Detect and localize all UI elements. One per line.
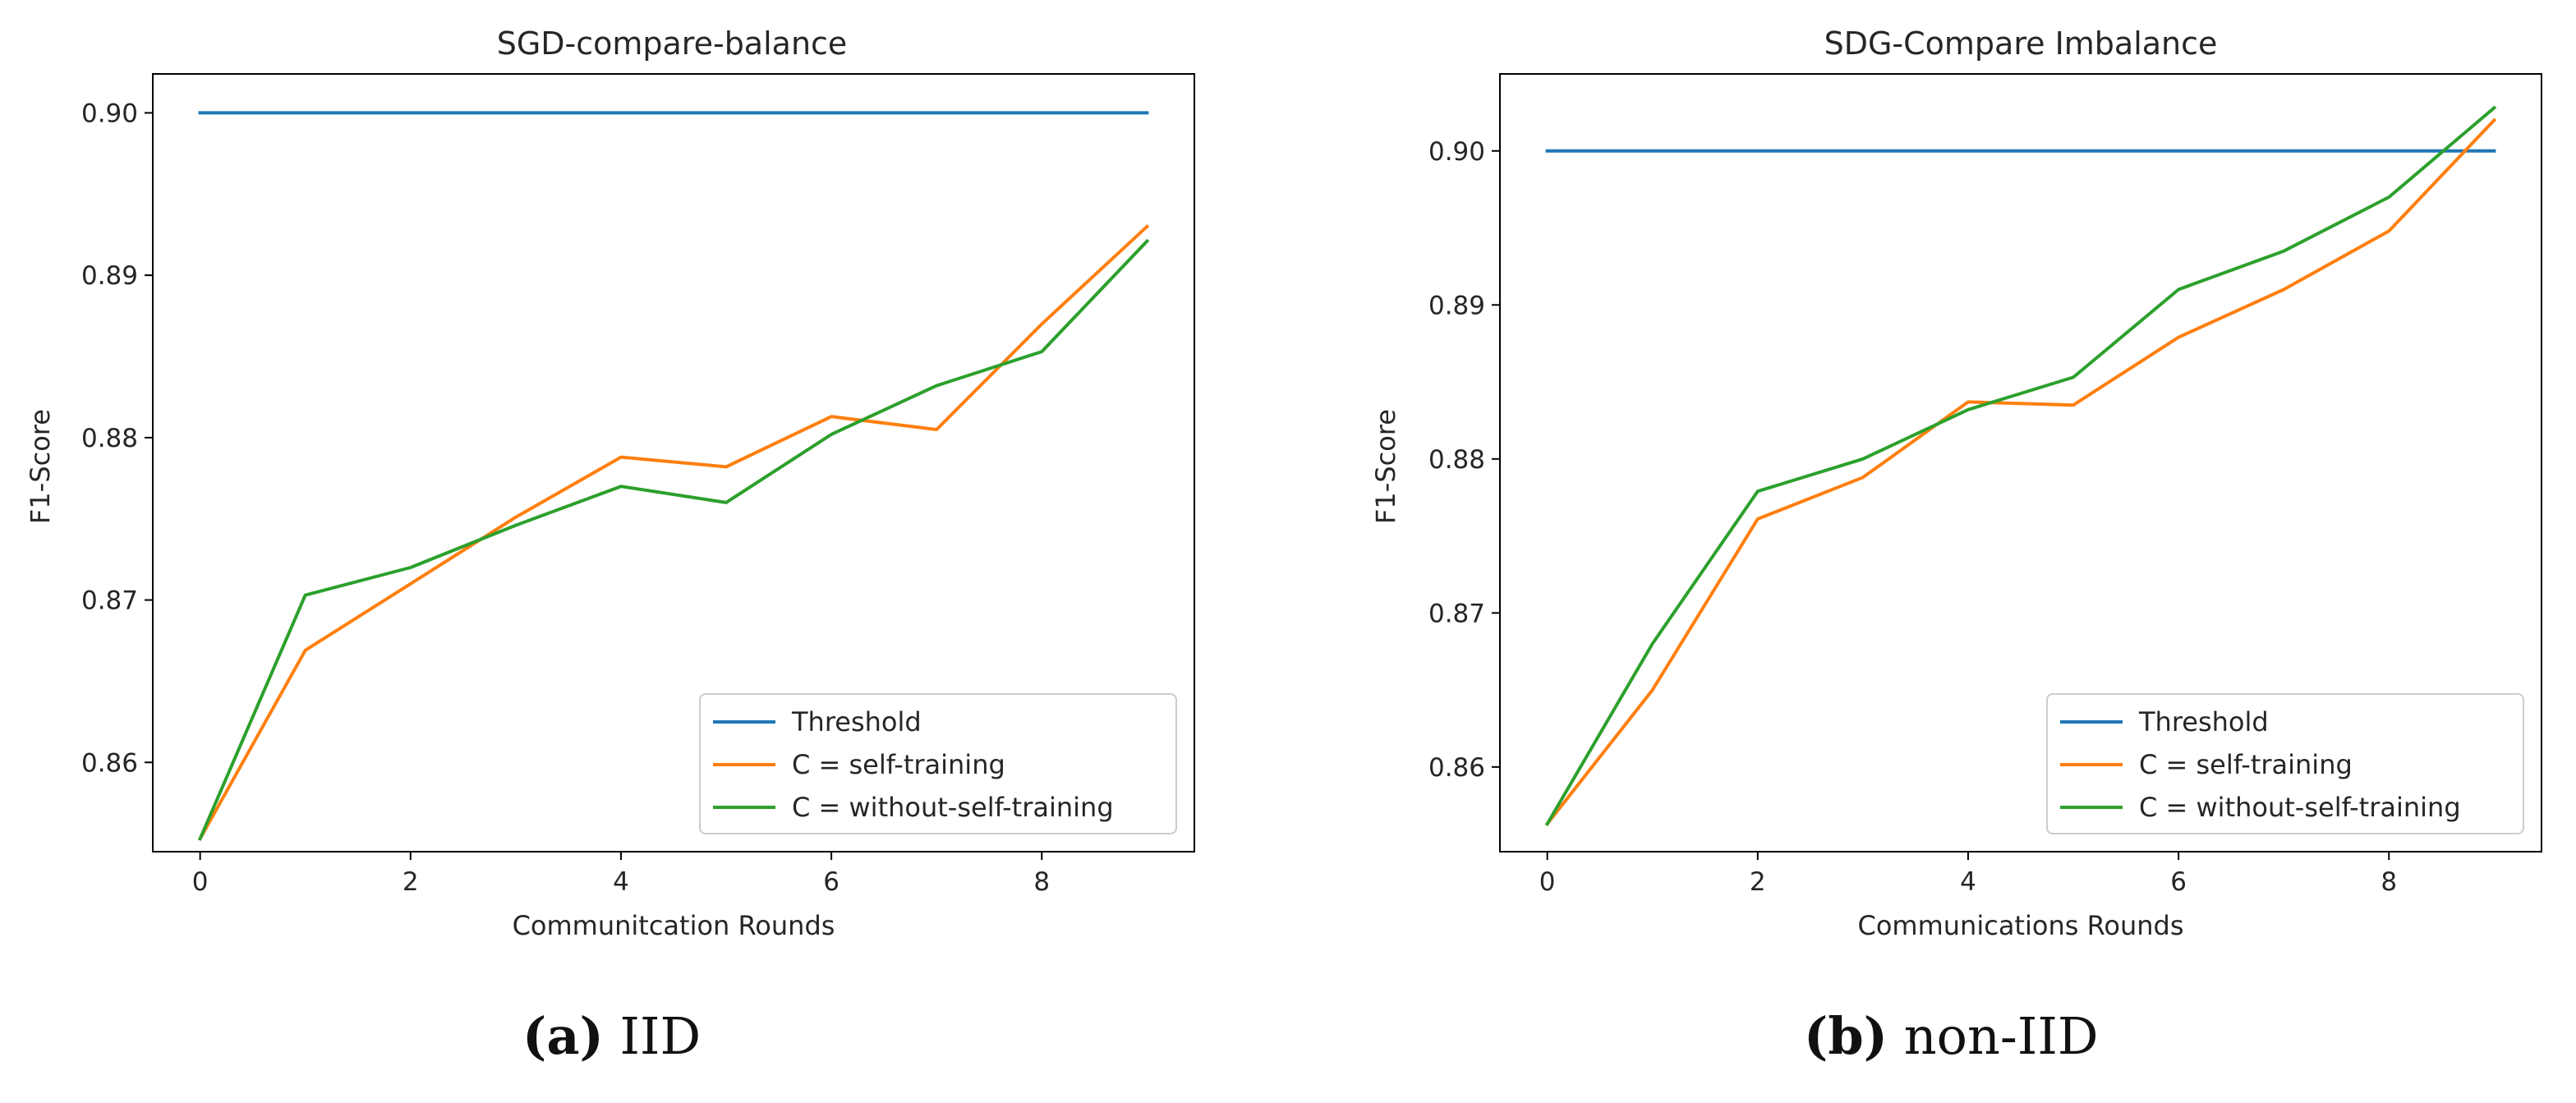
legend: Threshold C = self-training C = without-se… <box>2046 693 2524 834</box>
y-tick-label: 0.87 <box>81 586 138 616</box>
legend-label: Threshold <box>791 706 922 738</box>
y-tick-label: 0.90 <box>1428 137 1485 167</box>
x-axis-label: Communitcation Rounds <box>513 910 835 941</box>
caption-a: (a) IID <box>522 1006 701 1066</box>
chart-title: SDG-Compare Imbalance <box>1824 25 2218 62</box>
y-tick-label: 0.87 <box>1428 599 1485 628</box>
y-axis-label: F1-Score <box>25 409 56 524</box>
x-tick-label: 0 <box>1539 867 1556 897</box>
axes-frame <box>1499 73 2542 853</box>
x-tick-label: 6 <box>2170 867 2187 897</box>
x-tick-label: 4 <box>1960 867 1976 897</box>
chart-panel-a: SGD-compare-balance 0 2 4 6 8 0.86 0.87 0.88 0.8… <box>25 25 1195 941</box>
y-axis-label: F1-Score <box>1370 409 1401 524</box>
x-tick-label: 2 <box>402 867 419 897</box>
y-tick-label: 0.86 <box>81 748 138 778</box>
caption-letter: (b) <box>1804 1006 1888 1066</box>
plot-area: 0 2 4 6 8 0.86 0.87 0.88 0.89 0.90 Threshold C = se… <box>1428 73 2542 897</box>
y-tick-label: 0.88 <box>1428 445 1485 475</box>
y-tick-label: 0.89 <box>1428 291 1485 320</box>
series-line-1 <box>1544 117 2497 827</box>
caption-text: IID <box>603 1006 702 1066</box>
series-line-2 <box>1544 105 2497 826</box>
series-line-1 <box>197 223 1150 841</box>
legend-label: C = without-self-training <box>2139 792 2461 823</box>
y-tick-label: 0.88 <box>81 424 138 453</box>
legend-label: C = self-training <box>2139 749 2353 780</box>
y-tick-label: 0.90 <box>81 99 138 128</box>
plot-area: 0 2 4 6 8 0.86 0.87 0.88 0.89 0.90 Threshold C = se… <box>81 73 1195 897</box>
series-line-2 <box>197 238 1150 841</box>
x-tick-label: 8 <box>2380 867 2397 897</box>
legend: Threshold C = self-training C = without-se… <box>699 693 1177 834</box>
caption-b: (b) non-IID <box>1804 1006 2099 1066</box>
x-axis-label: Communications Rounds <box>1858 910 2184 941</box>
caption-text: non-IID <box>1888 1006 2099 1066</box>
x-tick-label: 2 <box>1750 867 1766 897</box>
chart-panel-b: SDG-Compare Imbalance 0 2 4 6 80.860.870.880… <box>1370 25 2542 941</box>
x-tick-label: 6 <box>823 867 840 897</box>
y-tick-label: 0.89 <box>81 261 138 291</box>
x-tick-label: 0 <box>192 867 209 897</box>
legend-label: Threshold <box>2138 706 2269 738</box>
legend-box <box>699 693 1177 834</box>
legend-box <box>2046 693 2524 834</box>
x-tick-label: 8 <box>1033 867 1050 897</box>
legend-label: C = self-training <box>792 749 1005 780</box>
chart-title: SGD-compare-balance <box>497 25 848 62</box>
legend-label: C = without-self-training <box>792 792 1114 823</box>
x-tick-label: 4 <box>613 867 629 897</box>
caption-letter: (a) <box>522 1006 604 1066</box>
y-tick-label: 0.86 <box>1428 753 1485 783</box>
axes-frame <box>152 73 1195 853</box>
